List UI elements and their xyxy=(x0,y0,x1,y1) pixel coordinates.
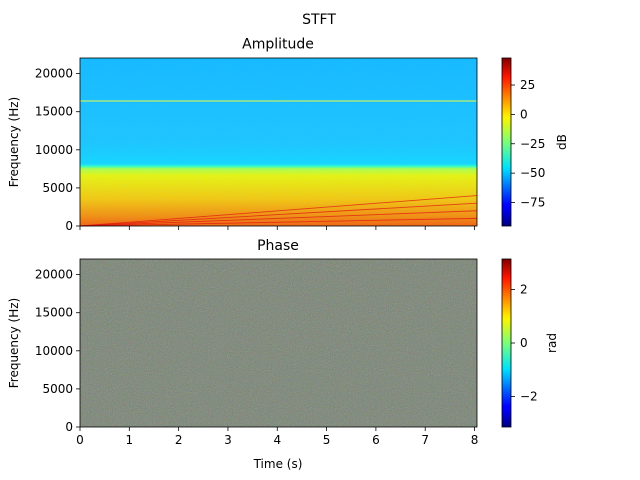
phase-x-tick-label: 3 xyxy=(224,433,232,447)
phase-ylabel: Frequency (Hz) xyxy=(7,298,21,389)
phase-y-tick-label: 15000 xyxy=(35,306,73,320)
phase-y-tick-label: 5000 xyxy=(42,382,73,396)
amplitude-image xyxy=(79,58,478,227)
chirp-line xyxy=(79,217,478,227)
phase-x-tick-label: 6 xyxy=(372,433,380,447)
amplitude-colorbar-tick-label: −75 xyxy=(520,196,545,210)
amplitude-y-tick-label: 20000 xyxy=(35,67,73,81)
amplitude-colorbar-tick-label: 0 xyxy=(520,107,528,121)
chirp-lines xyxy=(79,195,478,227)
chirp-line xyxy=(79,202,478,227)
phase-colorbar-tick-label: 0 xyxy=(520,336,528,350)
amplitude-axes-frame xyxy=(79,57,478,227)
phase-x-tick-label: 7 xyxy=(421,433,429,447)
phase-plot: Phase 0 5000 10000 15000 20000 0 1 2 3 4 5 6 7 8 Fre… xyxy=(7,238,478,471)
phase-colorbar-scale xyxy=(501,258,512,428)
phase-x-ticks: 0 1 2 3 4 5 6 7 8 xyxy=(76,427,478,447)
amplitude-y-tick-label: 15000 xyxy=(35,105,73,119)
phase-image xyxy=(80,259,477,427)
phase-xlabel: Time (s) xyxy=(253,457,303,471)
phase-y-tick-label: 0 xyxy=(65,420,73,434)
amplitude-ylabel: Frequency (Hz) xyxy=(7,97,21,188)
phase-y-tick-label: 10000 xyxy=(35,344,73,358)
amplitude-colorbar-label: dB xyxy=(555,134,569,150)
phase-x-tick-label: 0 xyxy=(76,433,84,447)
amplitude-y-tick-label: 5000 xyxy=(42,181,73,195)
amplitude-texture xyxy=(80,58,477,226)
phase-colorbar: 2 0 −2 rad xyxy=(501,258,559,428)
amplitude-plot: Amplitude 0 5000 10000 15000 20000 Frequency… xyxy=(7,37,478,233)
phase-title: Phase xyxy=(257,238,299,254)
amplitude-title: Amplitude xyxy=(242,37,314,53)
phase-x-tick-label: 4 xyxy=(273,433,281,447)
phase-y-ticks: 0 5000 10000 15000 20000 xyxy=(35,268,80,434)
phase-colorbar-label: rad xyxy=(545,333,559,353)
phase-colorbar-tick-label: −2 xyxy=(520,389,538,403)
chirp-line xyxy=(79,195,478,227)
figure-title: STFT xyxy=(302,12,336,28)
phase-colorbar-tick-label: 2 xyxy=(520,283,528,297)
phase-axes-frame xyxy=(79,258,478,428)
amplitude-y-tick-label: 10000 xyxy=(35,143,73,157)
amplitude-colorbar-tick-label: −50 xyxy=(520,166,545,180)
amplitude-y-tick-label: 0 xyxy=(65,219,73,233)
amplitude-colorbar-scale xyxy=(501,57,512,227)
phase-texture xyxy=(80,259,477,427)
phase-x-tick-label: 8 xyxy=(471,433,479,447)
amplitude-colorbar-ticks: 25 0 −25 −50 −75 xyxy=(511,78,545,210)
amplitude-x-ticks xyxy=(79,226,475,230)
chirp-line xyxy=(79,210,478,227)
amplitude-colorbar: 25 0 −25 −50 −75 dB xyxy=(501,57,569,227)
amplitude-y-ticks: 0 5000 10000 15000 20000 xyxy=(35,67,80,233)
phase-x-tick-label: 2 xyxy=(175,433,183,447)
phase-x-tick-label: 1 xyxy=(125,433,133,447)
phase-colorbar-ticks: 2 0 −2 xyxy=(511,283,538,403)
phase-y-tick-label: 20000 xyxy=(35,268,73,282)
amplitude-colorbar-tick-label: 25 xyxy=(520,78,535,92)
amplitude-colorbar-tick-label: −25 xyxy=(520,137,545,151)
phase-x-tick-label: 5 xyxy=(323,433,331,447)
